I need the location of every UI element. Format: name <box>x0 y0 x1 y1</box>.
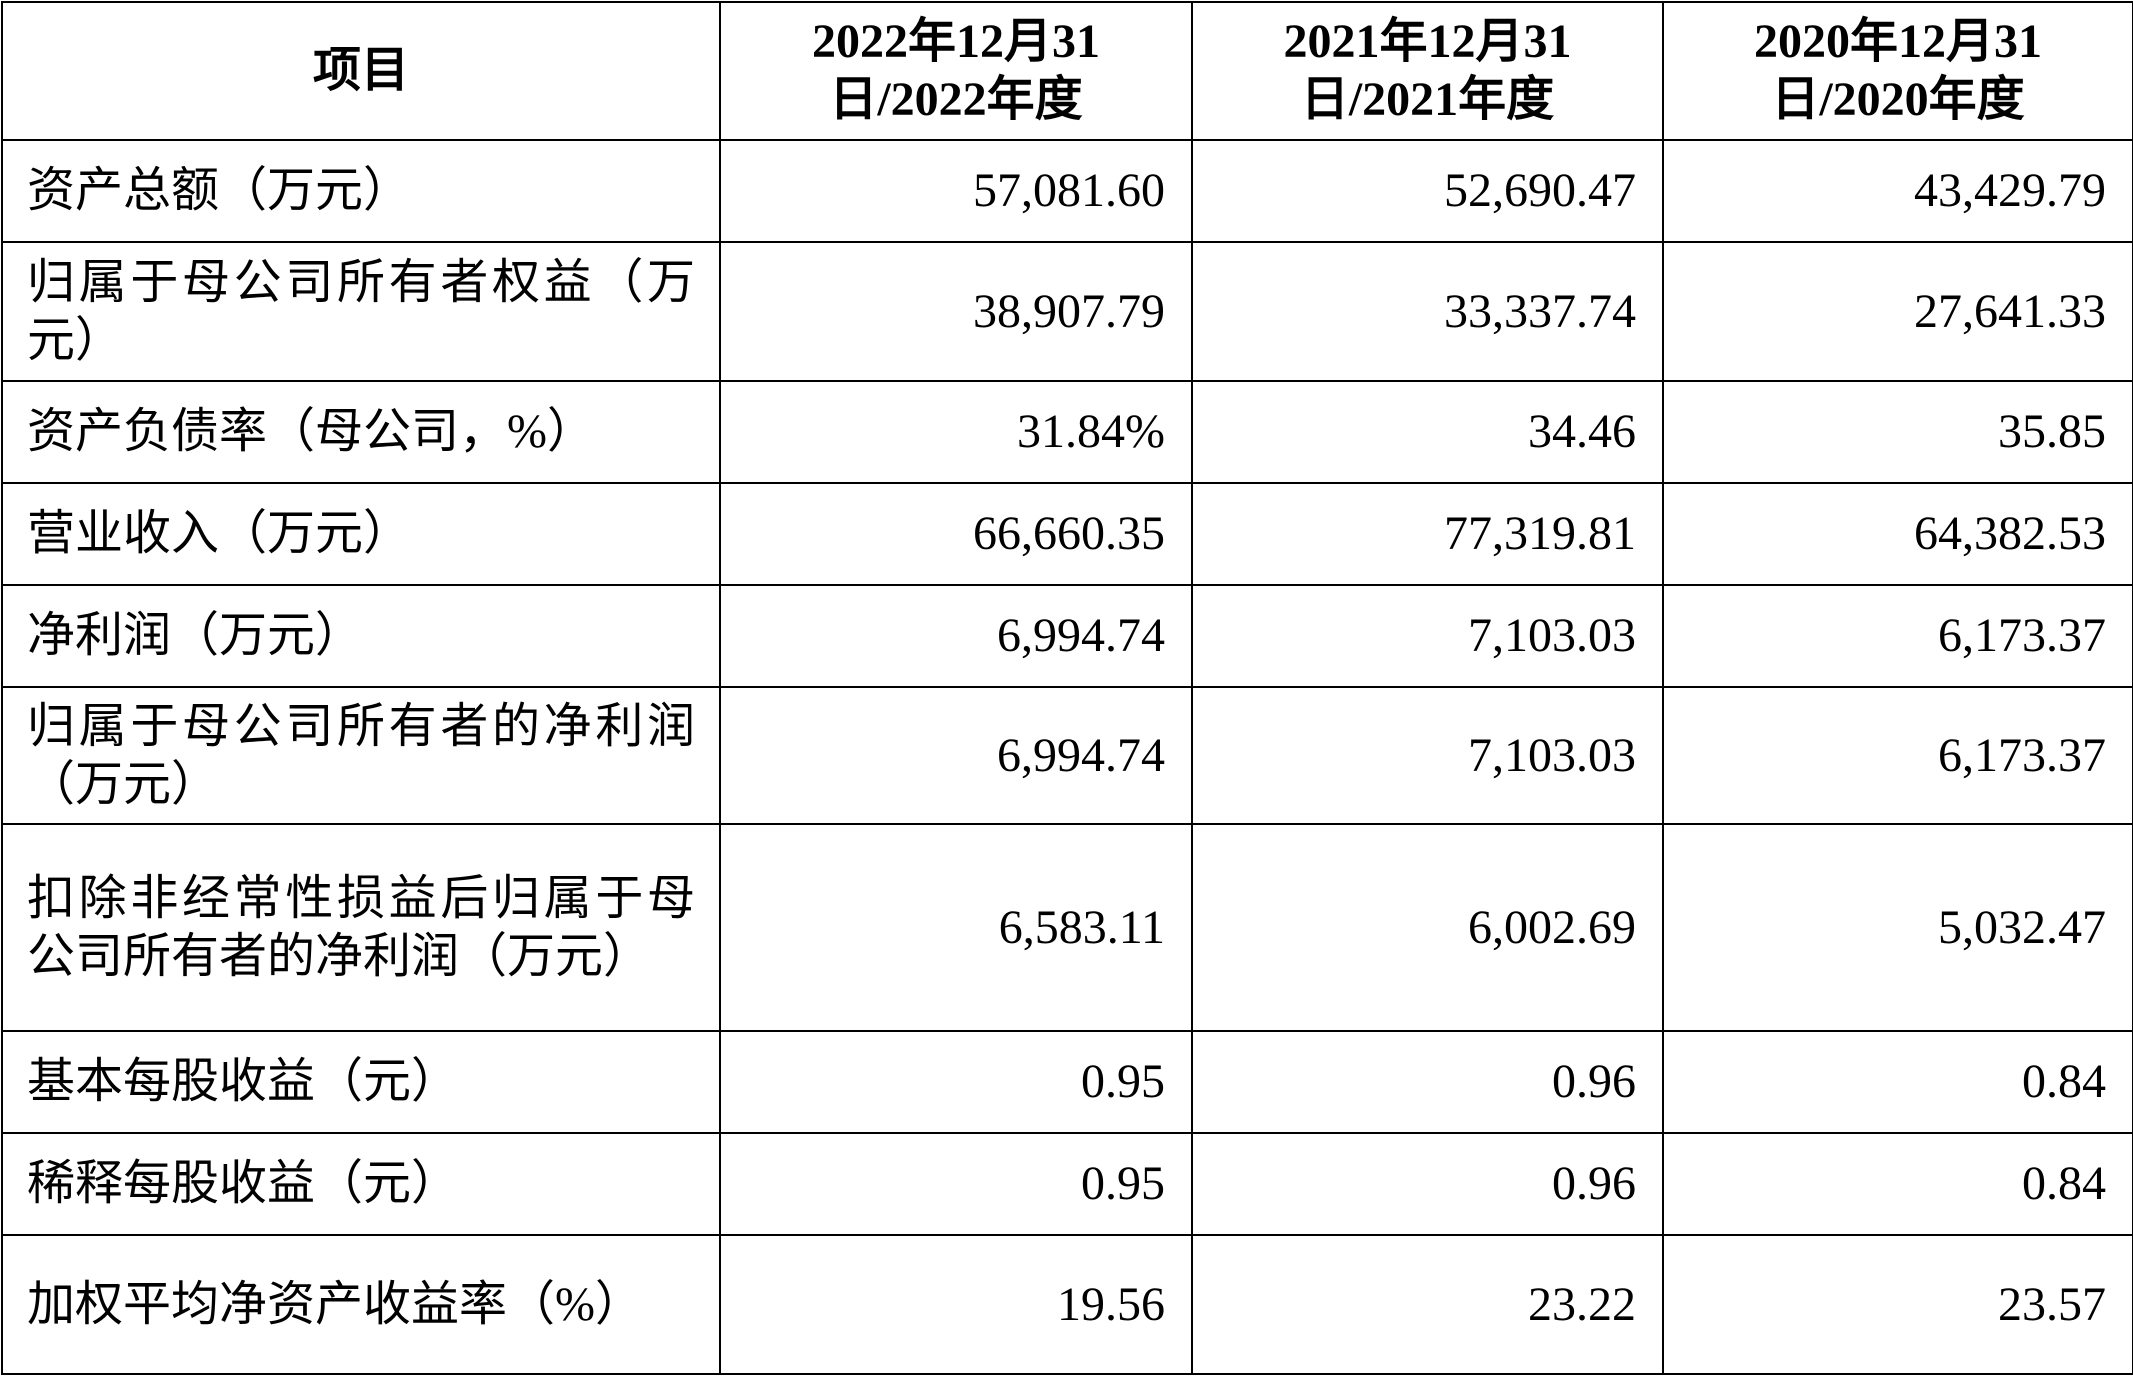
value-cell: 43,429.79 <box>1662 139 2133 243</box>
value-cell: 7,103.03 <box>1191 686 1664 825</box>
row-label: 归属于母公司所有者的净利润（万元） <box>1 686 721 825</box>
table-row: 扣除非经常性损益后归属于母公司所有者的净利润（万元） 6,583.11 6,002.… <box>1 823 2133 1032</box>
value-cell: 0.95 <box>719 1030 1193 1134</box>
table-row: 营业收入（万元） 66,660.35 77,319.81 64,382.53 <box>1 482 2133 586</box>
value-cell: 0.96 <box>1191 1132 1664 1236</box>
header-cell: 2020年12月31日/2020年度 <box>1662 1 2133 141</box>
value-cell: 23.57 <box>1662 1234 2133 1375</box>
value-cell: 52,690.47 <box>1191 139 1664 243</box>
value-cell: 0.95 <box>719 1132 1193 1236</box>
value-cell: 6,994.74 <box>719 584 1193 688</box>
row-label: 基本每股收益（元） <box>1 1030 721 1134</box>
value-cell: 38,907.79 <box>719 241 1193 382</box>
value-cell: 6,994.74 <box>719 686 1193 825</box>
value-cell: 5,032.47 <box>1662 823 2133 1032</box>
value-cell: 6,173.37 <box>1662 584 2133 688</box>
row-label: 营业收入（万元） <box>1 482 721 586</box>
table-row: 净利润（万元） 6,994.74 7,103.03 6,173.37 <box>1 584 2133 688</box>
value-cell: 66,660.35 <box>719 482 1193 586</box>
value-cell: 34.46 <box>1191 380 1664 484</box>
value-cell: 7,103.03 <box>1191 584 1664 688</box>
table-body: 资产总额（万元） 57,081.60 52,690.47 43,429.79 归属于母公… <box>1 139 2133 1375</box>
value-cell: 33,337.74 <box>1191 241 1664 382</box>
value-cell: 19.56 <box>719 1234 1193 1375</box>
value-cell: 23.22 <box>1191 1234 1664 1375</box>
row-label: 资产总额（万元） <box>1 139 721 243</box>
value-cell: 57,081.60 <box>719 139 1193 243</box>
header-row: 项目 2022年12月31日/2022年度 2021年12月31日/2021年度 20… <box>1 1 2133 141</box>
value-cell: 0.84 <box>1662 1030 2133 1134</box>
table-row: 资产总额（万元） 57,081.60 52,690.47 43,429.79 <box>1 139 2133 243</box>
row-label: 归属于母公司所有者权益（万元） <box>1 241 721 382</box>
value-cell: 6,583.11 <box>719 823 1193 1032</box>
table-row: 资产负债率（母公司，%） 31.84% 34.46 35.85 <box>1 380 2133 484</box>
row-label: 稀释每股收益（元） <box>1 1132 721 1236</box>
value-cell: 0.96 <box>1191 1030 1664 1134</box>
row-label: 加权平均净资产收益率（%） <box>1 1234 721 1375</box>
row-label: 扣除非经常性损益后归属于母公司所有者的净利润（万元） <box>1 823 721 1032</box>
value-cell: 6,002.69 <box>1191 823 1664 1032</box>
table-row: 稀释每股收益（元） 0.95 0.96 0.84 <box>1 1132 2133 1236</box>
value-cell: 77,319.81 <box>1191 482 1664 586</box>
header-cell: 项目 <box>1 1 721 141</box>
value-cell: 0.84 <box>1662 1132 2133 1236</box>
table-row: 归属于母公司所有者的净利润（万元） 6,994.74 7,103.03 6,173.3… <box>1 686 2133 825</box>
value-cell: 27,641.33 <box>1662 241 2133 382</box>
row-label: 净利润（万元） <box>1 584 721 688</box>
table-row: 加权平均净资产收益率（%） 19.56 23.22 23.57 <box>1 1234 2133 1375</box>
table-row: 基本每股收益（元） 0.95 0.96 0.84 <box>1 1030 2133 1134</box>
value-cell: 35.85 <box>1662 380 2133 484</box>
value-cell: 31.84% <box>719 380 1193 484</box>
header-cell: 2021年12月31日/2021年度 <box>1191 1 1664 141</box>
value-cell: 6,173.37 <box>1662 686 2133 825</box>
value-cell: 64,382.53 <box>1662 482 2133 586</box>
header-cell: 2022年12月31日/2022年度 <box>719 1 1193 141</box>
row-label: 资产负债率（母公司，%） <box>1 380 721 484</box>
table-row: 归属于母公司所有者权益（万元） 38,907.79 33,337.74 27,641.… <box>1 241 2133 382</box>
